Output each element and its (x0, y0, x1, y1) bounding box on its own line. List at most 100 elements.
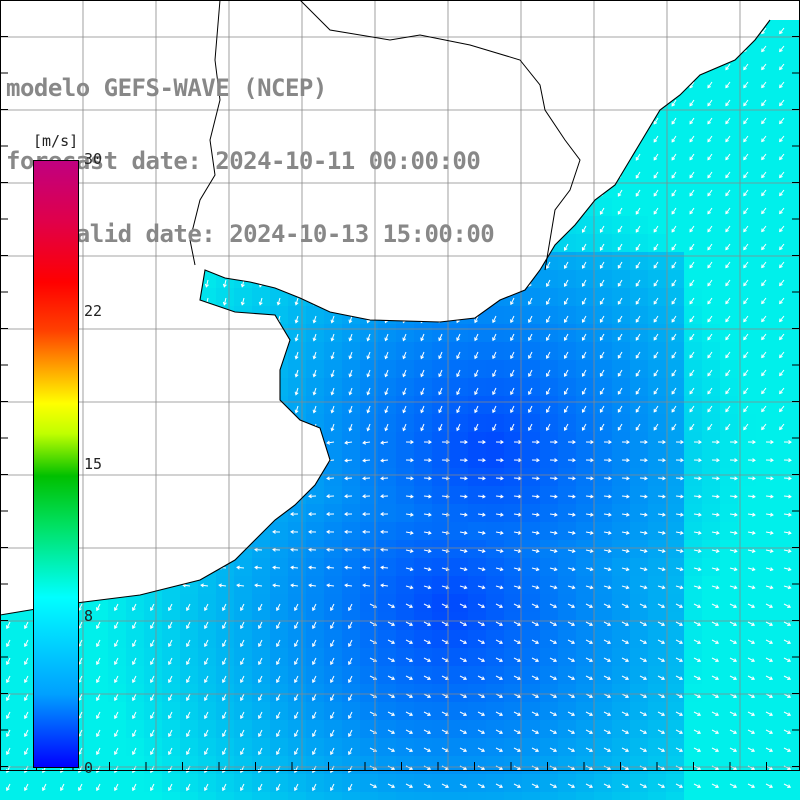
ocean-cell (342, 666, 361, 685)
ocean-cell (432, 396, 451, 415)
ocean-cell (540, 684, 559, 703)
ocean-cell (342, 396, 361, 415)
wind-vector-arrow (621, 765, 630, 770)
wind-vector-arrow (326, 529, 335, 534)
wind-vector-arrow (653, 189, 659, 197)
wind-vector-arrow (747, 711, 756, 716)
ocean-cell (558, 396, 577, 415)
ocean-cell (324, 432, 343, 451)
wind-vector-arrow (423, 458, 432, 463)
ocean-cell (774, 20, 793, 37)
ocean-cell (378, 540, 397, 559)
wind-vector-arrow (657, 729, 666, 734)
wind-vector-arrow (366, 405, 371, 414)
ocean-cell (666, 306, 685, 325)
wind-vector-arrow (779, 333, 785, 341)
ocean-cell (648, 738, 667, 757)
wind-vector-arrow (603, 657, 612, 662)
wind-vector-arrow (675, 476, 684, 481)
ocean-cell (288, 522, 307, 541)
ocean-cell (648, 216, 667, 235)
wind-vector-arrow (747, 639, 756, 644)
wind-vector-arrow (581, 225, 587, 233)
wind-vector-arrow (492, 333, 497, 342)
ocean-cell (792, 180, 800, 199)
wind-vector-arrow (747, 765, 756, 770)
ocean-cell (162, 702, 181, 721)
ocean-cell (702, 306, 721, 325)
wind-vector-arrow (348, 657, 353, 666)
ocean-cell (414, 594, 433, 613)
wind-vector-arrow (204, 729, 209, 738)
colorbar-tick-0: 0 (84, 759, 94, 777)
ocean-cell (342, 774, 361, 793)
wind-vector-arrow (621, 657, 630, 662)
ocean-cell (594, 378, 613, 397)
ocean-cell (306, 306, 325, 325)
ocean-cell (450, 684, 469, 703)
wind-vector-arrow (581, 315, 587, 323)
ocean-cell (720, 720, 739, 739)
wind-vector-arrow (761, 333, 767, 341)
ocean-cell (36, 774, 55, 793)
ocean-cell (486, 378, 505, 397)
ocean-cell (684, 450, 703, 469)
wind-vector-arrow (276, 603, 281, 612)
ocean-cell (792, 198, 800, 217)
wind-vector-arrow (747, 729, 756, 734)
wind-vector-arrow (366, 387, 371, 396)
wind-vector-arrow (585, 621, 594, 626)
ocean-cell (504, 630, 523, 649)
wind-vector-arrow (254, 565, 263, 570)
wind-vector-arrow (168, 675, 173, 684)
wind-vector-arrow (621, 693, 630, 698)
wind-vector-arrow (405, 458, 414, 463)
wind-vector-arrow (96, 657, 101, 666)
wind-vector-arrow (671, 333, 677, 341)
ocean-cell (648, 270, 667, 289)
ocean-cell (630, 540, 649, 559)
ocean-cell (738, 594, 757, 613)
wind-vector-arrow (423, 621, 432, 626)
wind-vector-arrow (387, 657, 396, 662)
wind-vector-arrow (711, 639, 720, 644)
ocean-cell (450, 468, 469, 487)
ocean-cell (396, 360, 415, 379)
wind-vector-arrow (150, 783, 155, 792)
wind-vector-arrow (24, 657, 29, 666)
ocean-cell (738, 234, 757, 253)
wind-vector-arrow (204, 279, 209, 288)
wind-vector-arrow (495, 440, 504, 445)
ocean-cell (504, 792, 523, 800)
ocean-cell (630, 792, 649, 800)
ocean-cell (252, 558, 271, 577)
wind-vector-arrow (459, 639, 468, 644)
ocean-cell (702, 126, 721, 145)
ocean-cell (540, 576, 559, 595)
ocean-cell (738, 576, 757, 595)
ocean-cell (468, 342, 487, 361)
ocean-cell (252, 738, 271, 757)
ocean-cell (342, 504, 361, 523)
wind-vector-arrow (204, 675, 209, 684)
ocean-cell (522, 594, 541, 613)
wind-vector-arrow (585, 476, 594, 481)
ocean-cell (90, 666, 109, 685)
ocean-cell (396, 630, 415, 649)
wind-vector-arrow (258, 747, 263, 756)
ocean-cell (270, 738, 289, 757)
ocean-cell (720, 90, 739, 109)
wind-vector-arrow (675, 711, 684, 716)
wind-vector-arrow (545, 315, 551, 324)
ocean-cell (594, 414, 613, 433)
wind-vector-arrow (779, 315, 785, 323)
ocean-cell (540, 504, 559, 523)
ocean-cell (648, 234, 667, 253)
wind-vector-arrow (725, 135, 731, 143)
wind-vector-arrow (657, 458, 666, 463)
wind-vector-arrow (711, 747, 720, 752)
ocean-cell (594, 648, 613, 667)
wind-vector-arrow (330, 351, 335, 360)
wind-vector-arrow (510, 333, 515, 342)
wind-vector-arrow (114, 603, 119, 612)
